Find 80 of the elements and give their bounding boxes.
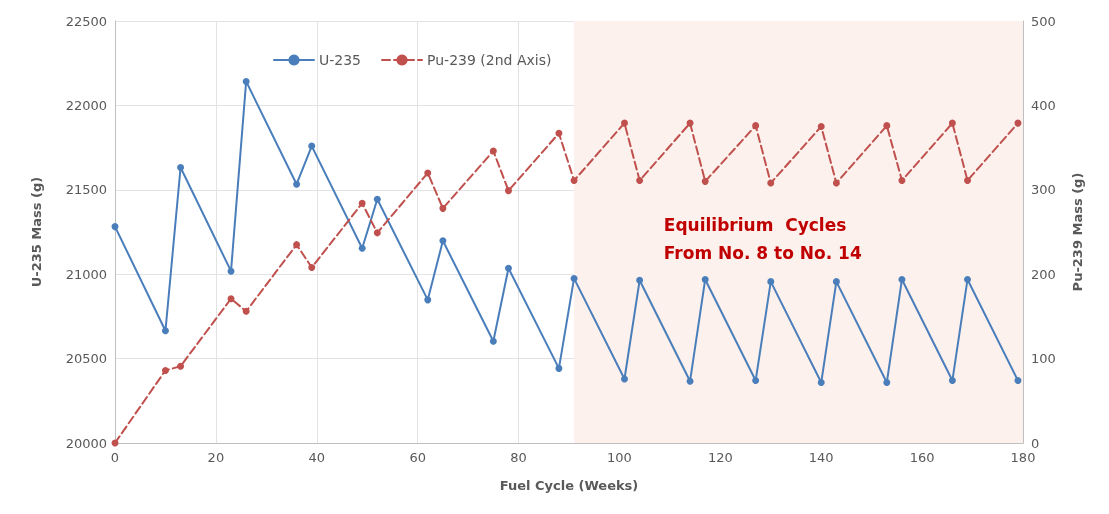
x-tick-label: 60 bbox=[409, 450, 426, 465]
point bbox=[948, 119, 956, 127]
y-axis-title: U-235 Mass (g) bbox=[29, 176, 44, 288]
point bbox=[752, 122, 760, 130]
y2-tick-label: 400 bbox=[1031, 97, 1056, 113]
point bbox=[504, 187, 512, 195]
x-tick-label: 20 bbox=[207, 450, 225, 465]
band-label: Equilibrium Cycles From No. 8 to No. 14 bbox=[663, 214, 862, 263]
point bbox=[898, 275, 906, 283]
y-tick-label: 21500 bbox=[65, 182, 107, 198]
point bbox=[964, 177, 972, 185]
x-tick-label: 180 bbox=[1010, 450, 1036, 465]
x-tick-label: 0 bbox=[110, 450, 120, 465]
point bbox=[767, 278, 775, 286]
y2-tick-label: 100 bbox=[1031, 351, 1056, 367]
point bbox=[686, 377, 694, 385]
point bbox=[621, 375, 628, 383]
point bbox=[898, 177, 906, 185]
point bbox=[489, 147, 497, 155]
point bbox=[373, 229, 381, 237]
legend-label: U-235 bbox=[319, 52, 362, 68]
point bbox=[621, 119, 628, 127]
point bbox=[832, 179, 840, 187]
point bbox=[358, 244, 366, 252]
point bbox=[701, 177, 709, 185]
x-tick-label: 120 bbox=[707, 450, 733, 465]
x-tick-label: 100 bbox=[607, 450, 632, 465]
point bbox=[555, 364, 563, 372]
point bbox=[570, 274, 578, 282]
y2-tick-label: 500 bbox=[1031, 13, 1056, 29]
y-tick-label: 21000 bbox=[65, 266, 107, 282]
point bbox=[489, 337, 497, 345]
y2-tick-label: 300 bbox=[1031, 182, 1056, 198]
point bbox=[883, 379, 891, 387]
point bbox=[242, 307, 250, 315]
point bbox=[308, 263, 316, 271]
point bbox=[293, 241, 301, 249]
point bbox=[964, 275, 972, 283]
point bbox=[293, 180, 301, 188]
y-tick-label: 22000 bbox=[65, 97, 107, 113]
x-tick-label: 160 bbox=[909, 450, 935, 465]
point bbox=[636, 276, 644, 284]
point bbox=[948, 377, 956, 385]
y-tick-label: 22500 bbox=[65, 13, 107, 29]
point bbox=[701, 275, 709, 283]
point bbox=[1014, 377, 1022, 385]
point bbox=[242, 77, 250, 85]
point bbox=[308, 142, 316, 150]
point bbox=[373, 195, 381, 203]
point bbox=[570, 177, 578, 185]
point bbox=[439, 204, 447, 212]
point bbox=[439, 237, 447, 245]
point bbox=[752, 377, 760, 385]
y2-tick-label: 200 bbox=[1031, 266, 1056, 282]
point bbox=[161, 366, 169, 374]
point bbox=[636, 177, 644, 185]
y2-axis-title: Pu-239 Mass (g) bbox=[1070, 172, 1085, 292]
point bbox=[504, 264, 512, 272]
y-tick-label: 20500 bbox=[65, 351, 107, 367]
point bbox=[424, 169, 432, 177]
point bbox=[883, 122, 891, 130]
point bbox=[817, 379, 825, 387]
point bbox=[177, 164, 185, 172]
point bbox=[111, 223, 119, 231]
point bbox=[832, 278, 840, 286]
x-tick-label: 140 bbox=[808, 450, 834, 465]
y2-tick-label: 0 bbox=[1031, 435, 1040, 451]
point bbox=[555, 129, 563, 137]
point bbox=[177, 362, 185, 370]
x-tick-label: 40 bbox=[308, 450, 326, 465]
x-axis-title: Fuel Cycle (Weeks) bbox=[499, 478, 639, 493]
point bbox=[817, 123, 825, 130]
y-tick-label: 20000 bbox=[65, 435, 107, 451]
x-tick-label: 80 bbox=[510, 450, 527, 465]
legend-label: Pu-239 (2nd Axis) bbox=[427, 52, 552, 68]
point bbox=[358, 199, 366, 207]
point bbox=[161, 327, 169, 335]
point bbox=[227, 295, 235, 303]
point bbox=[424, 296, 432, 304]
point bbox=[767, 179, 775, 187]
